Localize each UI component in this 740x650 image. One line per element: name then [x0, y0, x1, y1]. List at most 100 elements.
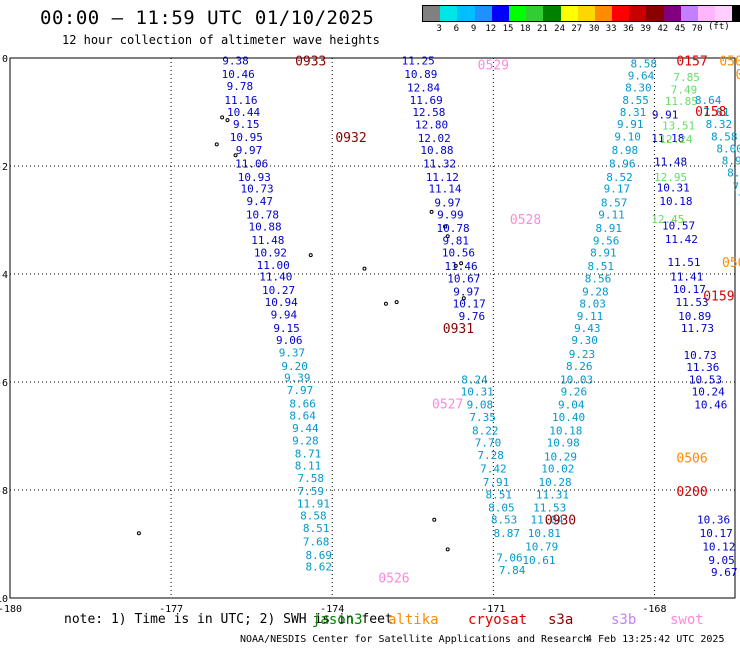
wave-height-value: 11.91 [297, 498, 330, 511]
legend-swatch [491, 6, 509, 21]
wave-height-value: 8.52 [606, 171, 633, 184]
wave-height-value: 9.20 [281, 360, 308, 373]
y-tick-label: -6 [0, 378, 8, 389]
wave-height-value: 8.56 [585, 272, 612, 285]
credit-text: NOAA/NESDIS Center for Satellite Applica… [240, 634, 590, 645]
wave-height-value: 10.31 [657, 182, 690, 195]
wave-height-value: 8.00 [716, 143, 740, 156]
wave-height-value: 10.73 [684, 349, 717, 362]
y-tick-label: -10 [0, 594, 8, 605]
wave-height-value: 9.17 [604, 183, 631, 196]
legend-tick-label: 39 [640, 24, 652, 34]
wave-height-value: 7.96 [738, 192, 740, 205]
wave-height-value: 9.11 [577, 310, 604, 323]
wave-height-value: 9.28 [582, 285, 609, 298]
island-marker [136, 531, 141, 536]
island-marker [233, 153, 238, 158]
pass-time-label: 0933 [295, 55, 326, 70]
wave-height-value: 10.12 [702, 541, 735, 554]
pass-time-label: 0528 [510, 213, 541, 228]
wave-height-value: 10.18 [549, 425, 582, 438]
wave-height-value: 10.93 [238, 171, 271, 184]
wave-height-value: 9.05 [708, 554, 735, 567]
wave-height-value: 9.06 [276, 334, 303, 347]
x-tick-label: -174 [320, 604, 344, 615]
wave-height-value: 11.14 [428, 183, 461, 196]
legend-tick-label: 70 [691, 24, 703, 34]
wave-height-value: 9.39 [284, 372, 311, 385]
y-tick-label: -8 [0, 486, 8, 497]
wave-height-value: 7.68 [303, 535, 330, 548]
wave-height-value: 10.79 [525, 541, 558, 554]
wave-height-value: 9.37 [279, 346, 306, 359]
wave-height-value: 10.78 [436, 222, 469, 235]
wave-height-value: 12.84 [407, 82, 440, 95]
wave-height-value: 9.11 [598, 209, 625, 222]
wave-height-value: 10.89 [678, 310, 711, 323]
legend-swatch [543, 6, 561, 21]
wave-height-value: 9.56 [593, 235, 620, 248]
x-tick-label: -168 [642, 604, 666, 615]
island-marker [443, 224, 447, 229]
wave-height-value: 9.26 [561, 386, 588, 399]
wave-height-value: 10.46 [222, 68, 255, 81]
wave-height-value: 8.98 [612, 144, 639, 157]
pass-time-label: 0503 [719, 55, 740, 70]
wave-height-value: 7.81 [703, 106, 730, 119]
wave-height-value: 10.02 [541, 462, 574, 475]
wave-height-value: 8.51 [485, 488, 512, 501]
legend-swatch [560, 6, 578, 21]
wave-height-value: 8.55 [622, 94, 649, 107]
wave-height-value: 8.03 [579, 298, 606, 311]
wave-height-value: 10.36 [697, 514, 730, 527]
legend-swatch [508, 6, 527, 21]
legend-tick-label: 30 [588, 24, 600, 34]
wave-height-value: 11.04 [530, 514, 563, 527]
wave-height-value: 8.11 [295, 460, 322, 473]
wave-height-value: 8.36 [727, 166, 740, 179]
legend-tick-label: 12 [485, 24, 497, 34]
wave-height-value: 10.78 [246, 209, 279, 222]
wave-height-value: 8.87 [494, 527, 521, 540]
pass-time-label: 0159 [703, 290, 734, 305]
wave-height-value: 8.51 [303, 522, 330, 535]
legend-swatch [440, 6, 458, 21]
wave-height-value: 10.40 [552, 411, 585, 424]
wave-height-value: 8.05 [488, 501, 515, 514]
island-marker [461, 296, 466, 301]
wave-height-value: 11.36 [686, 361, 719, 374]
wave-height-value: 7.90 [732, 181, 740, 194]
wave-height-value: 11.40 [259, 271, 292, 284]
wave-height-value: 10.31 [461, 386, 494, 399]
wave-height-value: 11.51 [667, 256, 700, 269]
island-marker [362, 266, 367, 271]
legend-swatch [715, 6, 733, 21]
x-tick-label: -171 [481, 604, 505, 615]
wave-height-value: 7.42 [480, 462, 507, 475]
wave-height-value: 9.97 [434, 197, 461, 210]
wave-height-value: 9.10 [614, 130, 641, 143]
wave-height-value: 8.66 [289, 398, 316, 411]
legend-swatch [577, 6, 595, 21]
legend-tick-label: 24 [554, 24, 566, 34]
wave-height-value: 8.53 [491, 514, 518, 527]
wave-height-value: 8.26 [566, 360, 593, 373]
wave-height-value: 11.46 [445, 260, 478, 273]
wave-height-value: 12.95 [654, 171, 687, 184]
wave-height-value: 10.89 [404, 68, 437, 81]
island-marker [445, 547, 450, 552]
x-tick-label: -180 [0, 604, 22, 615]
wave-height-value: 8.91 [590, 246, 617, 259]
x-tick-label: -177 [159, 604, 183, 615]
wave-height-value: 10.88 [420, 144, 453, 157]
wave-height-value: 8.22 [472, 425, 499, 438]
island-marker [394, 300, 399, 305]
wave-height-value: 7.35 [469, 411, 496, 424]
wave-height-value: 8.51 [587, 260, 614, 273]
wave-height-value: 11.06 [235, 157, 268, 170]
wave-height-value: 10.18 [659, 195, 692, 208]
wave-height-value: 10.61 [522, 554, 555, 567]
